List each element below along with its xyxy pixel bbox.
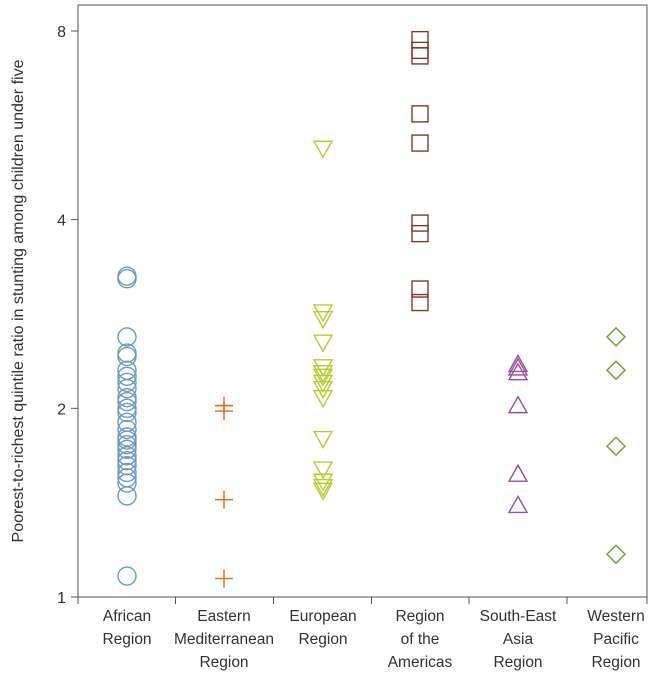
circle-marker [117,434,137,455]
triangle-down-marker [312,380,334,400]
circle-marker [117,269,137,289]
circle-marker [117,378,137,399]
y-tick-label: 4 [57,213,66,230]
circle-marker [117,439,137,460]
square-marker [411,30,429,49]
square-marker [411,224,429,243]
circle-marker [117,366,137,386]
square-marker [411,47,429,65]
triangle-up-marker [507,463,529,482]
x-axis: African Region Eastern Mediterranean Region E… [77,597,648,671]
triangle-down-marker [312,334,334,353]
circle-marker [117,566,137,586]
square-marker [411,280,429,298]
diamond-marker [606,436,626,457]
circle-marker [117,327,137,347]
circle-marker [117,446,137,466]
triangle-down-marker [312,140,334,159]
triangle-down-marker [312,368,334,387]
triangle-down-marker [312,364,334,384]
circle-marker [117,486,137,506]
circle-marker [117,391,137,412]
circle-marker [117,387,137,408]
triangle-down-marker [312,359,334,378]
square-marker [411,134,429,152]
circle-marker [117,346,137,367]
circle-marker [117,473,137,493]
square-marker [411,214,429,232]
x-category-label: African Region [102,608,151,648]
circle-marker [117,372,137,393]
x-category-label: Region of the Americas [388,608,453,671]
square-marker [411,41,429,60]
triangle-down-marker [312,430,334,449]
circle-marker [117,398,137,419]
square-marker [411,293,429,312]
x-category-label: Western Pacific Region [587,608,644,671]
plus-marker [215,569,233,588]
triangle-down-marker [312,461,334,480]
y-tick-label: 1 [57,590,66,607]
triangle-down-marker [312,478,334,498]
triangle-down-marker [312,374,334,393]
square-marker [411,105,429,123]
diamond-marker [606,544,626,565]
triangle-down-marker [312,482,334,501]
x-category-label: South-East Asia Region [480,608,557,671]
diamond-marker [606,360,626,381]
triangle-up-marker [507,494,529,514]
triangle-down-marker [312,389,334,409]
y-axis: 1 2 4 8 [57,24,78,607]
y-axis-title: Poorest-to-richest quintile ratio in stu… [10,59,27,542]
y-tick-label: 2 [57,401,66,418]
diamond-marker [606,326,626,347]
circle-marker [117,450,137,471]
triangle-up-marker [507,357,529,376]
plot-frame [77,4,648,598]
plus-marker [215,490,233,509]
triangle-up-marker [507,354,529,373]
triangle-down-marker [312,311,334,330]
y-tick-label: 8 [57,24,66,41]
triangle-up-marker [507,395,529,414]
plus-marker [215,402,233,421]
triangle-down-marker [312,473,334,492]
circle-marker [117,462,137,483]
triangle-down-marker [312,304,334,323]
data-markers [117,30,626,588]
circle-marker [117,402,137,423]
x-category-label: Eastern Mediterranean Region [174,608,274,671]
triangle-up-marker [507,362,529,381]
circle-marker [117,430,137,450]
x-category-label: European Region [289,608,356,648]
circle-marker [117,468,137,488]
circle-marker [117,419,137,440]
